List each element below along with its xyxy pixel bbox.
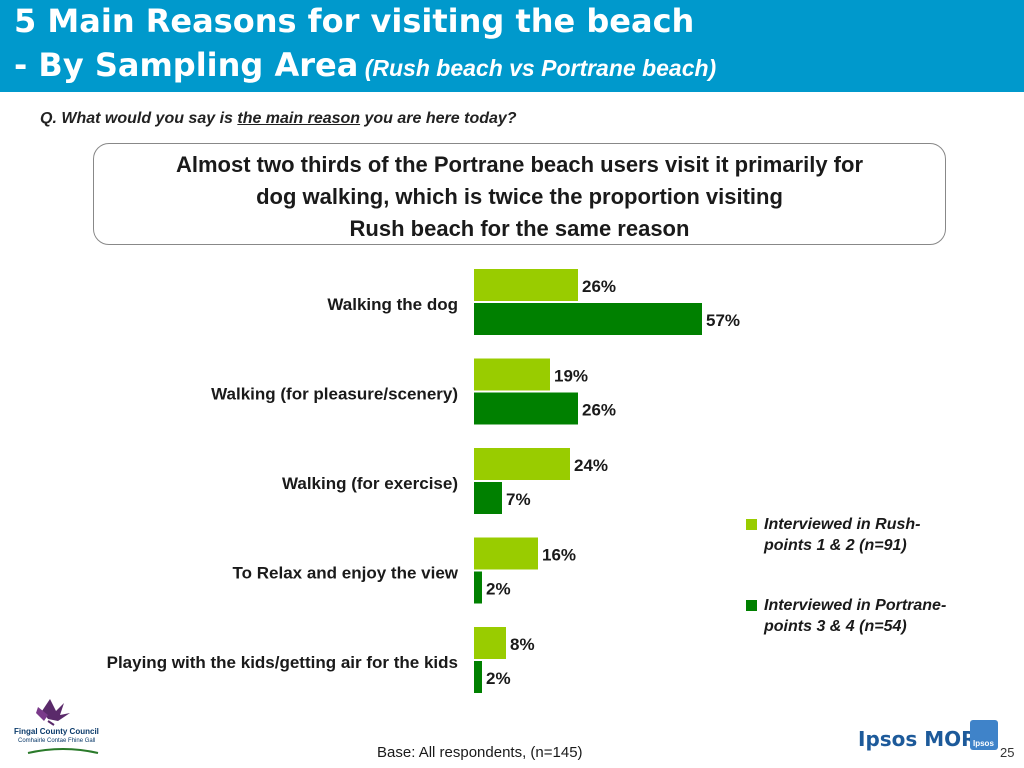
data-label: 2%	[486, 669, 511, 688]
bar-portrane	[474, 482, 502, 514]
data-label: 8%	[510, 635, 535, 654]
category-label: To Relax and enjoy the view	[233, 564, 459, 583]
page-title: 5 Main Reasons for visiting the beach	[14, 2, 695, 40]
legend-label-portrane: Interviewed in Portrane- points 3 & 4 (n…	[764, 597, 947, 635]
key-finding-callout: Almost two thirds of the Portrane beach …	[93, 143, 946, 245]
base-note: Base: All respondents, (n=145)	[377, 744, 583, 761]
bar-rush	[474, 537, 538, 570]
ipsos-badge-icon	[970, 720, 998, 750]
category-label: Walking (for pleasure/scenery)	[211, 385, 458, 404]
subtitle-paren: (	[358, 55, 373, 81]
bar-chart: Walking the dog 26% 57% Walking (for pleasu…	[107, 269, 740, 693]
legend-swatch-rush	[746, 519, 757, 530]
data-label: 57%	[706, 311, 740, 330]
data-label: 19%	[554, 367, 588, 386]
page-subtitle: - By Sampling Area (Rush beach vs Portra…	[14, 46, 716, 84]
bar-portrane	[474, 571, 482, 604]
subtitle-main: - By Sampling Area	[14, 46, 359, 84]
title-banner: 5 Main Reasons for visiting the beach - …	[0, 0, 1024, 92]
survey-question: Q. What would you say is the main reason…	[40, 110, 517, 128]
question-prefix: Q. What would you say is	[40, 110, 238, 127]
bar-rush	[474, 627, 506, 659]
category-label: Playing with the kids/getting air for th…	[107, 653, 458, 672]
data-label: 2%	[486, 580, 511, 599]
data-label: 7%	[506, 490, 531, 509]
subtitle-beaches: Rush beach vs Portrane beach)	[372, 55, 717, 81]
legend-label-rush: Interviewed in Rush- points 1 & 2 (n=91)	[764, 516, 921, 554]
fingal-subtitle: Comhairle Contae Fhine Gall	[18, 738, 96, 744]
callout-line-1: Almost two thirds of the Portrane beach …	[175, 152, 864, 177]
bar-portrane	[474, 661, 482, 693]
bar-rush	[474, 448, 570, 480]
bar-portrane	[474, 303, 702, 335]
data-label: 26%	[582, 401, 616, 420]
bar-rush	[474, 269, 578, 301]
bar-rush	[474, 358, 550, 391]
page-number: 25	[1000, 745, 1015, 760]
ipsos-badge-label: Ipsos	[973, 739, 994, 748]
data-label: 16%	[542, 546, 576, 565]
question-emphasis: the main reason	[237, 110, 361, 127]
bar-portrane	[474, 392, 578, 425]
data-label: 26%	[582, 277, 616, 296]
data-label: 24%	[574, 456, 608, 475]
ipsos-mori-logo: Ipsos MORI	[858, 727, 985, 751]
callout-line-3: Rush beach for the same reason	[349, 216, 690, 241]
fingal-name: Fingal County Council	[14, 727, 99, 736]
legend-swatch-portrane	[746, 600, 757, 611]
fingal-bird-logo	[27, 699, 99, 754]
category-label: Walking the dog	[327, 295, 458, 314]
question-suffix: you are here today?	[360, 110, 517, 127]
callout-line-2: dog walking, which is twice the proporti…	[256, 184, 783, 209]
category-label: Walking (for exercise)	[282, 474, 458, 493]
